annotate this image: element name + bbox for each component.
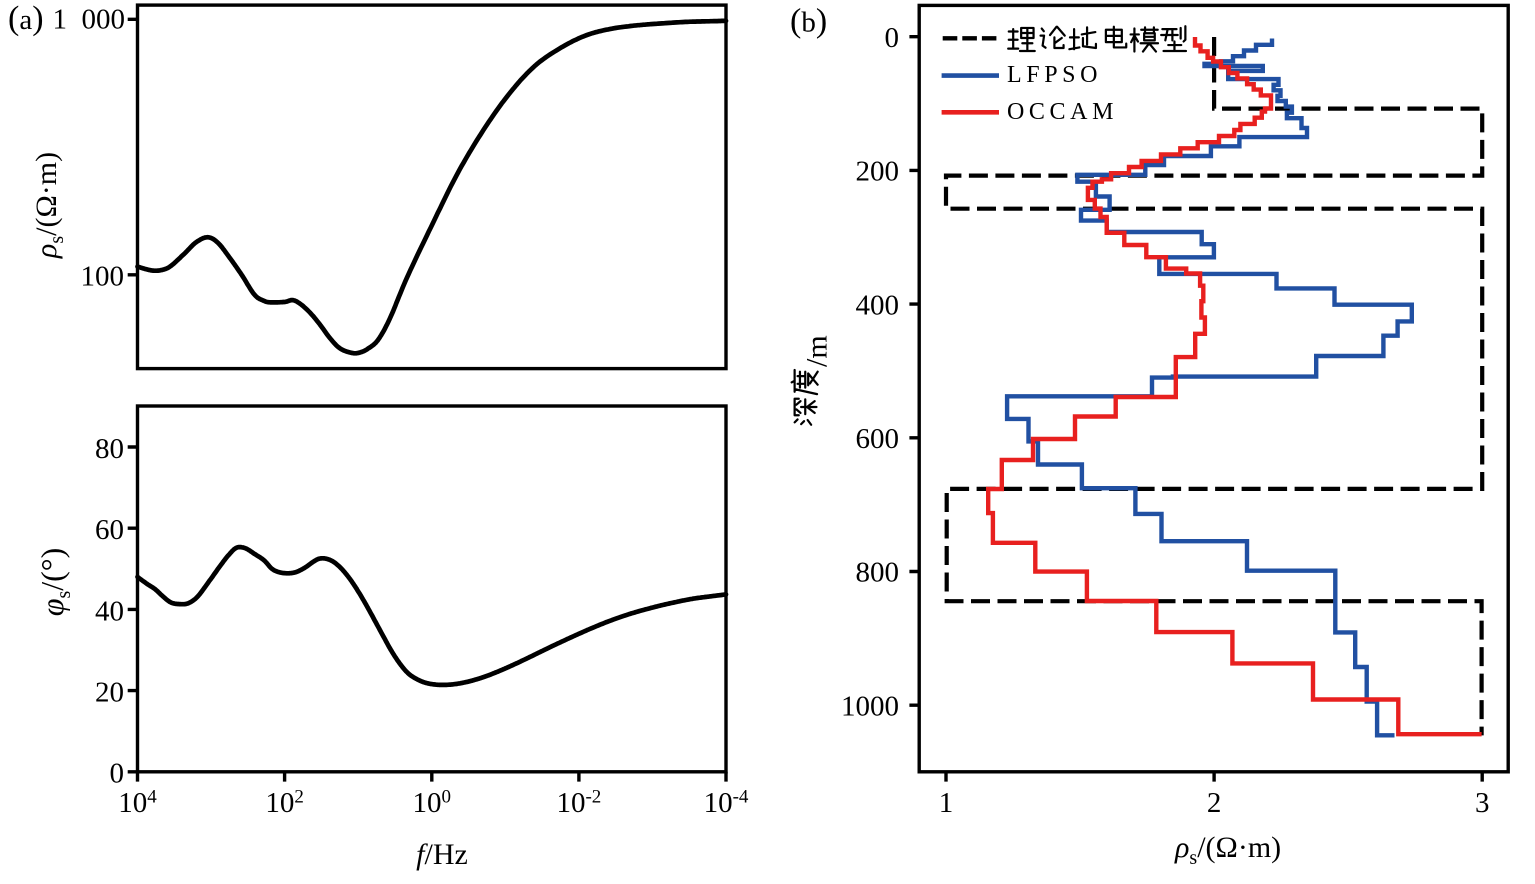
svg-text:600: 600	[856, 423, 900, 455]
svg-text:(b): (b)	[790, 3, 827, 40]
svg-text:1000: 1000	[841, 690, 899, 722]
svg-text:(a): (a)	[8, 0, 44, 37]
svg-text:ρs/(Ω·m): ρs/(Ω·m)	[30, 152, 68, 259]
svg-text:/m: /m	[801, 335, 834, 367]
svg-text:60: 60	[95, 514, 124, 546]
svg-text:40: 40	[95, 595, 124, 627]
svg-text:20: 20	[95, 677, 124, 709]
svg-text:3: 3	[1475, 787, 1490, 819]
svg-text:80: 80	[95, 433, 124, 465]
svg-text:0: 0	[885, 22, 900, 54]
svg-text:ρs/(Ω·m): ρs/(Ω·m)	[1174, 831, 1281, 869]
svg-text:104: 104	[118, 787, 157, 820]
svg-text:φs/(°): φs/(°)	[34, 548, 75, 617]
svg-text:800: 800	[856, 557, 900, 589]
svg-text:2: 2	[1207, 787, 1222, 819]
svg-text:200: 200	[856, 156, 900, 188]
svg-text:f/Hz: f/Hz	[416, 838, 468, 871]
svg-text:400: 400	[856, 289, 900, 321]
svg-text:100: 100	[81, 261, 125, 293]
svg-text:0: 0	[110, 758, 125, 790]
svg-text:1 000: 1 000	[53, 4, 126, 36]
svg-text:1: 1	[939, 787, 954, 819]
svg-text:LFPSO: LFPSO	[1007, 62, 1102, 88]
svg-text:OCCAM: OCCAM	[1007, 99, 1118, 125]
